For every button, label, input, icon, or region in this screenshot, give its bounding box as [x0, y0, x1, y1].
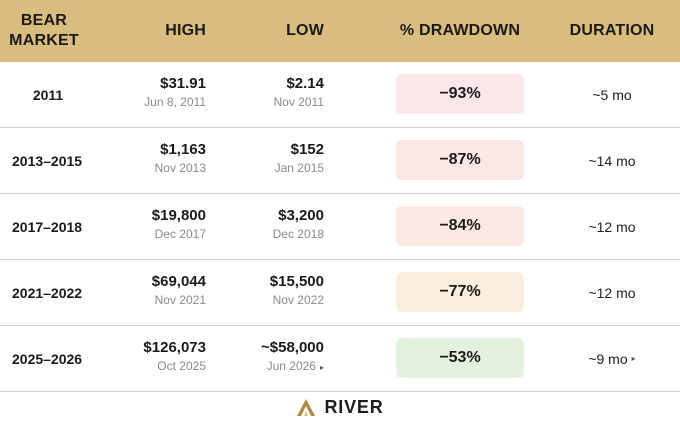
high-price: $31.91	[160, 75, 206, 92]
projection-arrow-icon: ▸	[631, 354, 636, 363]
row-duration: ~9 mo	[588, 350, 628, 367]
header-bear-market: BEAR MARKET	[9, 12, 79, 49]
row-duration: ~14 mo	[588, 152, 636, 169]
row-period: 2017–2018	[12, 218, 83, 235]
high-date: Jun 8, 2011	[144, 95, 206, 109]
low-price: ~$58,000	[261, 339, 324, 356]
row-low: $3,200 Dec 2018	[230, 207, 324, 242]
header-drawdown: % DRAWDOWN	[399, 22, 521, 39]
header-high: HIGH	[165, 22, 206, 39]
low-date: Dec 2018	[272, 227, 324, 241]
row-low: ~$58,000 Jun 2026 ▸	[230, 339, 324, 376]
row-period: 2013–2015	[12, 152, 83, 169]
high-date: Nov 2021	[154, 293, 206, 307]
row-low: $152 Jan 2015	[230, 141, 324, 176]
brand-name: RIVER	[324, 396, 384, 417]
header-duration: DURATION	[569, 22, 655, 39]
row-duration: ~5 mo	[592, 86, 632, 103]
footer: RIVER	[0, 390, 680, 424]
projection-arrow-icon: ▸	[319, 363, 324, 372]
low-date: Nov 2011	[273, 95, 324, 109]
table-row: 2025–2026 $126,073 Oct 2025 ~$58,000 Jun…	[0, 326, 680, 392]
drawdown-pill: −84%	[396, 206, 524, 246]
high-date: Oct 2025	[157, 359, 206, 373]
row-period: 2011	[32, 86, 64, 103]
high-date: Dec 2017	[154, 227, 206, 241]
row-high: $69,044 Nov 2021	[120, 273, 206, 308]
low-price: $2.14	[286, 75, 324, 92]
drawdown-pill: −53%	[396, 338, 524, 378]
low-price: $3,200	[278, 207, 324, 224]
drawdown-pill: −87%	[396, 140, 524, 180]
row-high: $31.91 Jun 8, 2011	[120, 75, 206, 110]
row-low: $2.14 Nov 2011	[230, 75, 324, 110]
low-date: Jun 2026	[266, 359, 316, 373]
low-price: $152	[290, 141, 324, 158]
table-row: 2021–2022 $69,044 Nov 2021 $15,500 Nov 2…	[0, 260, 680, 326]
river-logo: RIVER	[296, 397, 383, 418]
header-low: LOW	[286, 22, 324, 39]
high-price: $19,800	[151, 207, 206, 224]
row-high: $19,800 Dec 2017	[120, 207, 206, 242]
table-row: 2013–2015 $1,163 Nov 2013 $152 Jan 2015 …	[0, 128, 680, 194]
table-header: BEAR MARKET HIGH LOW % DRAWDOWN DURATION	[0, 0, 680, 62]
drawdown-pill: −77%	[396, 272, 524, 312]
row-high: $126,073 Oct 2025	[120, 339, 206, 374]
high-price: $126,073	[143, 339, 206, 356]
low-date: Nov 2022	[272, 293, 324, 307]
low-date: Jan 2015	[274, 161, 324, 175]
high-date: Nov 2013	[154, 161, 206, 175]
row-duration-projection: ~9 mo ▸	[560, 326, 664, 391]
table-row: 2017–2018 $19,800 Dec 2017 $3,200 Dec 20…	[0, 194, 680, 260]
row-duration: ~12 mo	[588, 284, 636, 301]
drawdown-pill: −93%	[396, 74, 524, 114]
low-price: $15,500	[269, 273, 324, 290]
low-date-projection: Jun 2026 ▸	[230, 358, 324, 376]
row-period: 2025–2026	[12, 350, 83, 367]
row-high: $1,163 Nov 2013	[120, 141, 206, 176]
river-chevron-logo-icon	[297, 399, 316, 416]
high-price: $69,044	[151, 273, 206, 290]
table-row: 2011 $31.91 Jun 8, 2011 $2.14 Nov 2011 −…	[0, 62, 680, 128]
high-price: $1,163	[160, 141, 206, 158]
row-period: 2021–2022	[12, 284, 83, 301]
row-duration: ~12 mo	[588, 218, 636, 235]
row-low: $15,500 Nov 2022	[230, 273, 324, 308]
